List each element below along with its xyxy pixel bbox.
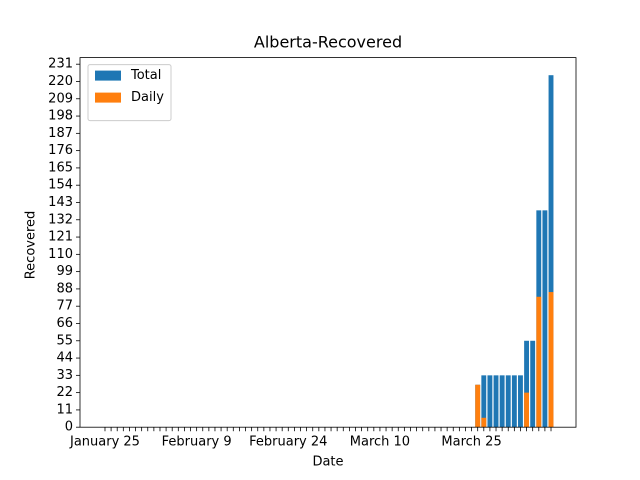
bar — [548, 75, 554, 428]
bar — [524, 340, 530, 428]
y-tick-label: 143 — [48, 195, 73, 210]
y-tick-label: 55 — [56, 333, 73, 348]
x-tick-label: February 9 — [162, 435, 232, 450]
bar — [481, 375, 487, 428]
x-tick-label: March 10 — [350, 435, 410, 450]
bar — [524, 392, 530, 428]
plot-frame — [79, 57, 577, 428]
y-tick-label: 187 — [48, 126, 73, 141]
y-tick-label: 22 — [56, 385, 73, 400]
y-tick-label: 66 — [56, 316, 73, 331]
y-tick-label: 11 — [56, 402, 73, 417]
y-tick-label: 0 — [65, 420, 73, 435]
bar — [518, 375, 523, 428]
bar — [536, 296, 542, 428]
y-tick-label: 99 — [56, 264, 73, 279]
x-tick-label: March 25 — [441, 435, 501, 450]
bar — [548, 292, 554, 428]
bar — [530, 340, 536, 428]
y-tick-label: 165 — [48, 160, 73, 175]
bar — [493, 375, 499, 428]
bar — [499, 375, 505, 428]
x-tick-label: February 24 — [249, 435, 327, 450]
y-tick-label: 176 — [48, 143, 73, 158]
legend-label: Daily — [131, 90, 164, 105]
y-tick-label: 198 — [48, 109, 73, 124]
bar — [505, 375, 511, 428]
bar — [511, 375, 517, 428]
y-tick-label: 154 — [48, 178, 73, 193]
y-tick-label: 110 — [48, 247, 73, 262]
chart-title: Alberta-Recovered — [254, 33, 402, 52]
y-tick-label: 33 — [56, 368, 73, 383]
legend-label: Total — [130, 68, 161, 83]
y-tick-label: 220 — [48, 74, 73, 89]
y-tick-label: 77 — [56, 299, 73, 314]
x-axis-label: Date — [312, 455, 343, 470]
y-tick-label: 209 — [48, 91, 73, 106]
y-tick-label: 231 — [48, 57, 73, 72]
y-tick-label: 121 — [48, 230, 73, 245]
y-tick-label: 44 — [56, 351, 73, 366]
y-tick-label: 88 — [56, 281, 73, 296]
x-tick-label: January 25 — [69, 435, 140, 450]
legend-swatch — [95, 70, 121, 81]
bar — [475, 384, 481, 428]
y-axis-label: Recovered — [24, 211, 39, 280]
bar — [542, 210, 548, 428]
y-tick-label: 132 — [48, 212, 73, 227]
legend-swatch — [95, 92, 121, 103]
bar — [487, 375, 493, 428]
bar — [481, 417, 487, 428]
